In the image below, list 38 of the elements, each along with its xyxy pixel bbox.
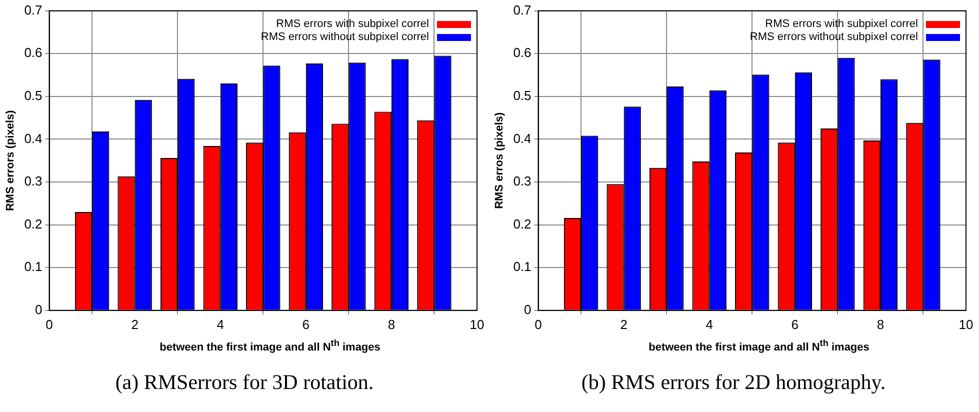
x-axis-title: between the first image and all N$^{th}$ images bbox=[648, 338, 870, 354]
y-tick-label: 0 bbox=[35, 302, 42, 317]
y-tick-label: 0.2 bbox=[24, 216, 42, 232]
y-tick-label: 0.4 bbox=[513, 130, 532, 146]
x-tick-label: 4 bbox=[706, 316, 713, 332]
x-tick-label: 0 bbox=[534, 316, 542, 332]
y-tick-label: 0.7 bbox=[513, 2, 532, 18]
y-tick-label: 0.3 bbox=[24, 174, 42, 189]
legend-label: RMS errors with subpixel correl bbox=[765, 18, 918, 31]
y-tick-label: 0.3 bbox=[513, 174, 532, 189]
y-tick-label: 0.7 bbox=[24, 2, 42, 18]
legend-label: RMS errors without subpixel correl bbox=[750, 31, 918, 44]
y-tick-label: 0.1 bbox=[513, 259, 532, 274]
x-tick-label: 2 bbox=[620, 316, 628, 332]
x-tick-label: 6 bbox=[302, 316, 310, 332]
x-tick-label: 0 bbox=[46, 316, 53, 332]
legend-label: RMS errors with subpixel correl bbox=[276, 18, 429, 31]
y-tick-label: 0.6 bbox=[24, 45, 42, 60]
x-tick-label: 6 bbox=[791, 316, 799, 332]
x-tick-label: 2 bbox=[131, 316, 138, 332]
y-tick-label: 0.6 bbox=[513, 45, 532, 60]
y-axis-title: RMS erros (pixels) bbox=[494, 112, 506, 209]
y-tick-label: 0.1 bbox=[24, 259, 42, 274]
y-axis-title: RMS errors (pixels) bbox=[4, 110, 17, 212]
y-tick-label: 0.4 bbox=[24, 130, 42, 146]
text: (a) RMSerrors for 3D rotation. bbox=[114, 370, 375, 395]
x-tick-label: 8 bbox=[388, 316, 396, 332]
x-tick-label: 8 bbox=[876, 316, 884, 332]
x-axis-title: between the first image and all N$^{th}$ images bbox=[158, 338, 382, 354]
x-tick-label: 10 bbox=[470, 316, 484, 332]
legend-label: RMS errors without subpixel correl bbox=[260, 31, 429, 44]
y-tick-label: 0.5 bbox=[513, 88, 532, 103]
x-tick-label: 4 bbox=[216, 316, 224, 332]
y-tick-label: 0.5 bbox=[24, 88, 42, 103]
x-tick-label: 10 bbox=[958, 316, 974, 332]
text: (b) RMS errors for 2D homography. bbox=[580, 370, 887, 395]
y-tick-label: 0 bbox=[524, 302, 532, 317]
y-tick-label: 0.2 bbox=[513, 216, 532, 232]
